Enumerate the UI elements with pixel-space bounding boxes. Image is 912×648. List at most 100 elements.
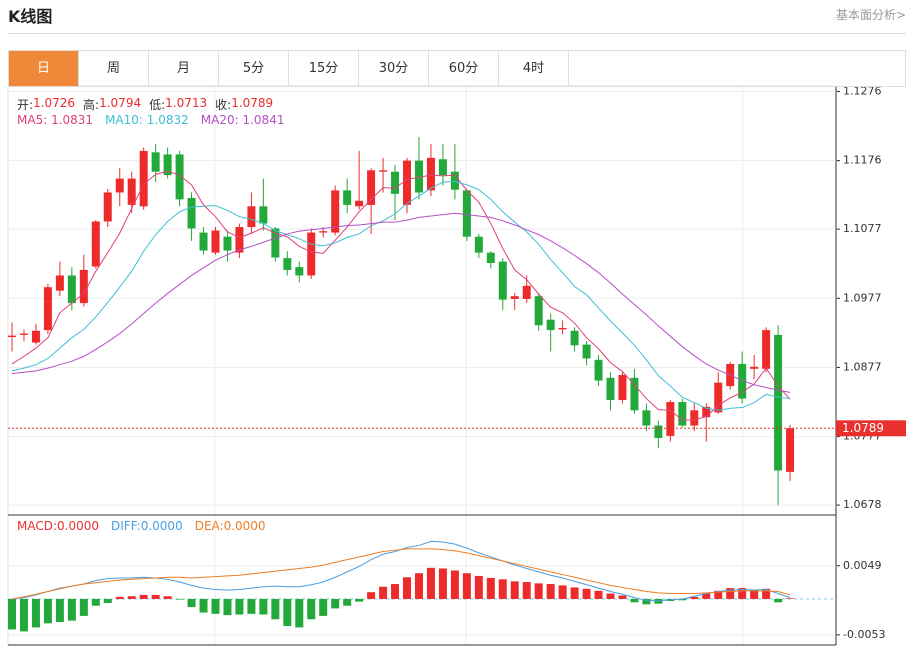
candle-body xyxy=(295,267,304,276)
candle-body xyxy=(79,269,88,304)
macd-bar xyxy=(642,598,651,605)
period-tab[interactable]: 4时 xyxy=(499,51,569,86)
macd-legend-item: DIFF:0.0000 xyxy=(111,519,183,533)
candle-body xyxy=(450,171,459,190)
candle-body xyxy=(522,285,531,299)
candle-body xyxy=(31,330,40,343)
candle-body xyxy=(714,382,723,413)
candle-body xyxy=(151,152,160,172)
marks xyxy=(8,137,795,632)
macd-bar xyxy=(774,598,783,603)
candle-body xyxy=(570,330,579,346)
period-tab[interactable]: 15分 xyxy=(289,51,359,86)
macd-bar xyxy=(558,585,567,599)
macd-bar xyxy=(271,598,280,620)
macd-bar xyxy=(79,598,88,616)
macd-bar xyxy=(367,592,376,599)
candle-body xyxy=(486,252,495,263)
candle-body xyxy=(115,178,124,193)
candle-body xyxy=(43,287,52,331)
y-tick-label: 1.1077 xyxy=(843,222,882,235)
period-tab[interactable]: 月 xyxy=(149,51,219,86)
macd-bar xyxy=(546,584,555,599)
macd-bar xyxy=(450,570,459,599)
macd-bar xyxy=(211,598,220,614)
y-tick-label: -0.0053 xyxy=(843,628,885,641)
candle-body xyxy=(127,178,136,205)
macd-bar xyxy=(91,598,100,606)
overlay: 1.0789 xyxy=(8,420,906,437)
period-tab[interactable]: 60分 xyxy=(429,51,499,86)
candle-body xyxy=(355,200,364,207)
info-value: 1.0713 xyxy=(165,96,208,110)
macd-bar xyxy=(403,577,412,599)
ma-value: 1.0832 xyxy=(146,113,189,127)
candle-body xyxy=(414,160,423,193)
macd-bar xyxy=(43,598,52,624)
macd-bar xyxy=(582,588,591,599)
candle-body xyxy=(103,192,112,222)
candle-body xyxy=(391,171,400,194)
macd-bar xyxy=(223,598,232,616)
candle-body xyxy=(642,410,651,426)
y-tick-label: 1.0977 xyxy=(843,291,882,304)
period-tab[interactable]: 5分 xyxy=(219,51,289,86)
candle-body xyxy=(462,190,471,237)
macd-bar xyxy=(127,596,136,599)
macd-bar xyxy=(163,596,172,599)
candle-body xyxy=(367,170,376,205)
candle-body xyxy=(546,319,555,331)
candle-body xyxy=(235,227,244,253)
candle-body xyxy=(19,333,28,335)
macd-bar xyxy=(606,593,615,599)
macd-bar xyxy=(750,589,759,599)
period-tab[interactable]: 周 xyxy=(79,51,149,86)
macd-bar xyxy=(31,598,40,628)
candle-body xyxy=(690,410,699,426)
macd-bar xyxy=(618,595,627,599)
macd-bar xyxy=(486,577,495,599)
macd-bar xyxy=(786,598,795,599)
period-tab[interactable]: 日 xyxy=(9,51,79,86)
candle-body xyxy=(474,236,483,253)
macd-line xyxy=(11,540,791,602)
macd-bar xyxy=(738,588,747,599)
info-value: 1.0726 xyxy=(33,96,76,110)
candle-body xyxy=(750,366,759,369)
candle-body xyxy=(187,197,196,229)
candle-body xyxy=(666,402,675,436)
info-label: 收: xyxy=(215,98,232,112)
ma-line xyxy=(11,180,791,411)
y-tick-label: 1.0877 xyxy=(843,360,882,373)
macd-bar xyxy=(678,598,687,601)
macd-bar xyxy=(510,581,519,599)
macd-bar xyxy=(630,598,639,603)
macd-bar xyxy=(319,598,328,616)
candle-body xyxy=(426,157,435,191)
period-tabs: 日周月 5分 15分 30分 60分 4时 xyxy=(8,50,906,87)
macd-bar xyxy=(55,598,64,622)
info-label: 高: xyxy=(83,98,100,112)
y-tick-label: 1.1176 xyxy=(843,154,882,167)
macd-bar xyxy=(103,598,112,604)
page-title: K线图 xyxy=(8,7,53,26)
candle-body xyxy=(774,334,783,471)
candle-body xyxy=(618,375,627,400)
macd-line xyxy=(11,548,791,600)
macd-bar xyxy=(235,598,244,615)
macd-bar xyxy=(115,596,124,599)
ohlc-info: 开: 1.0726 高: 1.0794 低: 1.0713 收: 1.0789 xyxy=(17,96,281,113)
macd-bar xyxy=(474,575,483,599)
ma-value: 1.0841 xyxy=(242,113,285,127)
macd-bar xyxy=(690,596,699,599)
period-tab[interactable]: 30分 xyxy=(359,51,429,86)
fundamentals-link[interactable]: 基本面分析> xyxy=(835,8,906,22)
y-tick-label: 1.1276 xyxy=(843,84,882,97)
candle-body xyxy=(438,159,447,176)
candle-body xyxy=(211,230,220,253)
macd-bar xyxy=(307,598,316,620)
candle-body xyxy=(139,150,148,207)
ma-legend: MA5: 1.0831 MA10: 1.0832 MA20: 1.0841 xyxy=(17,113,296,127)
candle-body xyxy=(498,261,507,300)
